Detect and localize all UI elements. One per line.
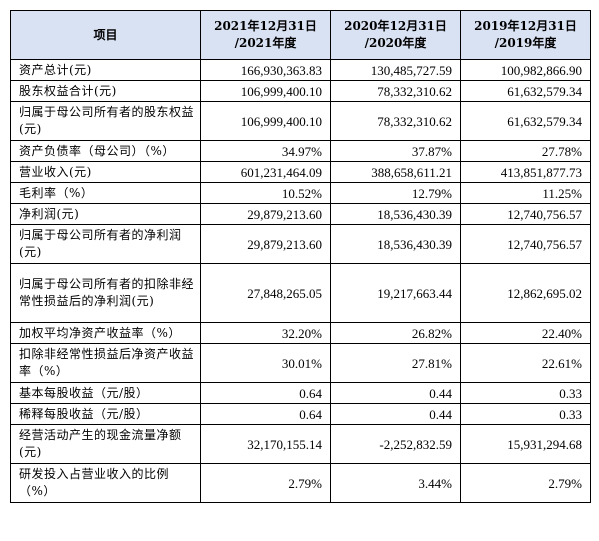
- value-2020: 3.44%: [330, 463, 461, 503]
- table-row: 股东权益合计(元) 106,999,400.10 78,332,310.62 6…: [10, 80, 591, 102]
- table-body: 资产总计(元) 166,930,363.83 130,485,727.59 10…: [10, 59, 591, 503]
- value-2020: 12.79%: [330, 182, 461, 204]
- value-2019: 61,632,579.34: [460, 80, 591, 102]
- table-row: 加权平均净资产收益率（%） 32.20% 26.82% 22.40%: [10, 322, 591, 344]
- value-2019: 22.40%: [460, 322, 591, 344]
- value-2020: 27.81%: [330, 343, 461, 383]
- row-label: 毛利率（%）: [10, 182, 201, 204]
- table-row: 扣除非经常性损益后净资产收益率（%） 30.01% 27.81% 22.61%: [10, 343, 591, 383]
- value-2019: 12,862,695.02: [460, 263, 591, 323]
- value-2019: 2.79%: [460, 463, 591, 503]
- value-2019: 100,982,866.90: [460, 59, 591, 81]
- value-2021: 34.97%: [200, 140, 331, 162]
- header-2019: 2019年12月31日/2019年度: [460, 10, 591, 60]
- value-2019: 15,931,294.68: [460, 424, 591, 464]
- value-2019: 27.78%: [460, 140, 591, 162]
- row-label: 资产负债率（母公司）（%）: [10, 140, 201, 162]
- row-label: 资产总计(元): [10, 59, 201, 81]
- value-2019: 0.33: [460, 403, 591, 425]
- value-2019: 12,740,756.57: [460, 224, 591, 264]
- header-item: 项目: [10, 10, 201, 60]
- table-row: 归属于母公司所有者的股东权益(元) 106,999,400.10 78,332,…: [10, 101, 591, 141]
- row-label: 稀释每股收益（元/股）: [10, 403, 201, 425]
- header-2021-line1: 2021年12月31日: [214, 19, 317, 33]
- value-2021: 601,231,464.09: [200, 161, 331, 183]
- value-2020: 18,536,430.39: [330, 224, 461, 264]
- value-2020: 130,485,727.59: [330, 59, 461, 81]
- value-2020: 388,658,611.21: [330, 161, 461, 183]
- value-2020: 0.44: [330, 403, 461, 425]
- value-2020: 0.44: [330, 382, 461, 404]
- table-row: 研发投入占营业收入的比例（%） 2.79% 3.44% 2.79%: [10, 463, 591, 503]
- table-row: 经营活动产生的现金流量净额(元) 32,170,155.14 -2,252,83…: [10, 424, 591, 464]
- value-2021: 0.64: [200, 403, 331, 425]
- value-2020: -2,252,832.59: [330, 424, 461, 464]
- header-item-label: 项目: [93, 27, 118, 42]
- value-2020: 19,217,663.44: [330, 263, 461, 323]
- row-label: 经营活动产生的现金流量净额(元): [10, 424, 201, 464]
- table-row: 资产总计(元) 166,930,363.83 130,485,727.59 10…: [10, 59, 591, 81]
- value-2021: 32,170,155.14: [200, 424, 331, 464]
- row-label: 基本每股收益（元/股）: [10, 382, 201, 404]
- table-row: 资产负债率（母公司）（%） 34.97% 37.87% 27.78%: [10, 140, 591, 162]
- row-label: 扣除非经常性损益后净资产收益率（%）: [10, 343, 201, 383]
- table-row: 归属于母公司所有者的净利润(元) 29,879,213.60 18,536,43…: [10, 224, 591, 264]
- row-label: 加权平均净资产收益率（%）: [10, 322, 201, 344]
- header-2019-line1: 2019年12月31日: [474, 19, 577, 33]
- header-2021: 2021年12月31日/2021年度: [200, 10, 331, 60]
- table-row: 毛利率（%） 10.52% 12.79% 11.25%: [10, 182, 591, 204]
- value-2021: 0.64: [200, 382, 331, 404]
- value-2019: 0.33: [460, 382, 591, 404]
- row-label: 归属于母公司所有者的净利润(元): [10, 224, 201, 264]
- table-row: 营业收入(元) 601,231,464.09 388,658,611.21 41…: [10, 161, 591, 183]
- value-2021: 29,879,213.60: [200, 224, 331, 264]
- row-label: 净利润(元): [10, 203, 201, 225]
- row-label: 股东权益合计(元): [10, 80, 201, 102]
- table-row: 归属于母公司所有者的扣除非经常性损益后的净利润(元) 27,848,265.05…: [10, 263, 591, 323]
- value-2021: 30.01%: [200, 343, 331, 383]
- table-row: 净利润(元) 29,879,213.60 18,536,430.39 12,74…: [10, 203, 591, 225]
- value-2020: 18,536,430.39: [330, 203, 461, 225]
- financial-summary-table: 项目 2021年12月31日/2021年度 2020年12月31日/2020年度…: [10, 10, 591, 503]
- header-2020-line2: /2020年度: [364, 36, 427, 50]
- value-2019: 22.61%: [460, 343, 591, 383]
- value-2019: 12,740,756.57: [460, 203, 591, 225]
- value-2019: 61,632,579.34: [460, 101, 591, 141]
- row-label: 营业收入(元): [10, 161, 201, 183]
- header-2019-line2: /2019年度: [494, 36, 557, 50]
- row-label: 归属于母公司所有者的股东权益(元): [10, 101, 201, 141]
- header-row: 项目 2021年12月31日/2021年度 2020年12月31日/2020年度…: [10, 10, 591, 60]
- value-2021: 29,879,213.60: [200, 203, 331, 225]
- row-label: 研发投入占营业收入的比例（%）: [10, 463, 201, 503]
- header-2020-line1: 2020年12月31日: [344, 19, 447, 33]
- table-header: 项目 2021年12月31日/2021年度 2020年12月31日/2020年度…: [10, 10, 591, 60]
- header-2021-line2: /2021年度: [234, 36, 297, 50]
- value-2021: 27,848,265.05: [200, 263, 331, 323]
- value-2021: 2.79%: [200, 463, 331, 503]
- value-2021: 10.52%: [200, 182, 331, 204]
- value-2020: 26.82%: [330, 322, 461, 344]
- header-2020: 2020年12月31日/2020年度: [330, 10, 461, 60]
- value-2020: 37.87%: [330, 140, 461, 162]
- value-2020: 78,332,310.62: [330, 80, 461, 102]
- value-2019: 413,851,877.73: [460, 161, 591, 183]
- value-2021: 106,999,400.10: [200, 101, 331, 141]
- value-2021: 166,930,363.83: [200, 59, 331, 81]
- value-2020: 78,332,310.62: [330, 101, 461, 141]
- value-2021: 106,999,400.10: [200, 80, 331, 102]
- row-label: 归属于母公司所有者的扣除非经常性损益后的净利润(元): [10, 263, 201, 323]
- value-2019: 11.25%: [460, 182, 591, 204]
- table-row: 基本每股收益（元/股） 0.64 0.44 0.33: [10, 382, 591, 404]
- value-2021: 32.20%: [200, 322, 331, 344]
- table-row: 稀释每股收益（元/股） 0.64 0.44 0.33: [10, 403, 591, 425]
